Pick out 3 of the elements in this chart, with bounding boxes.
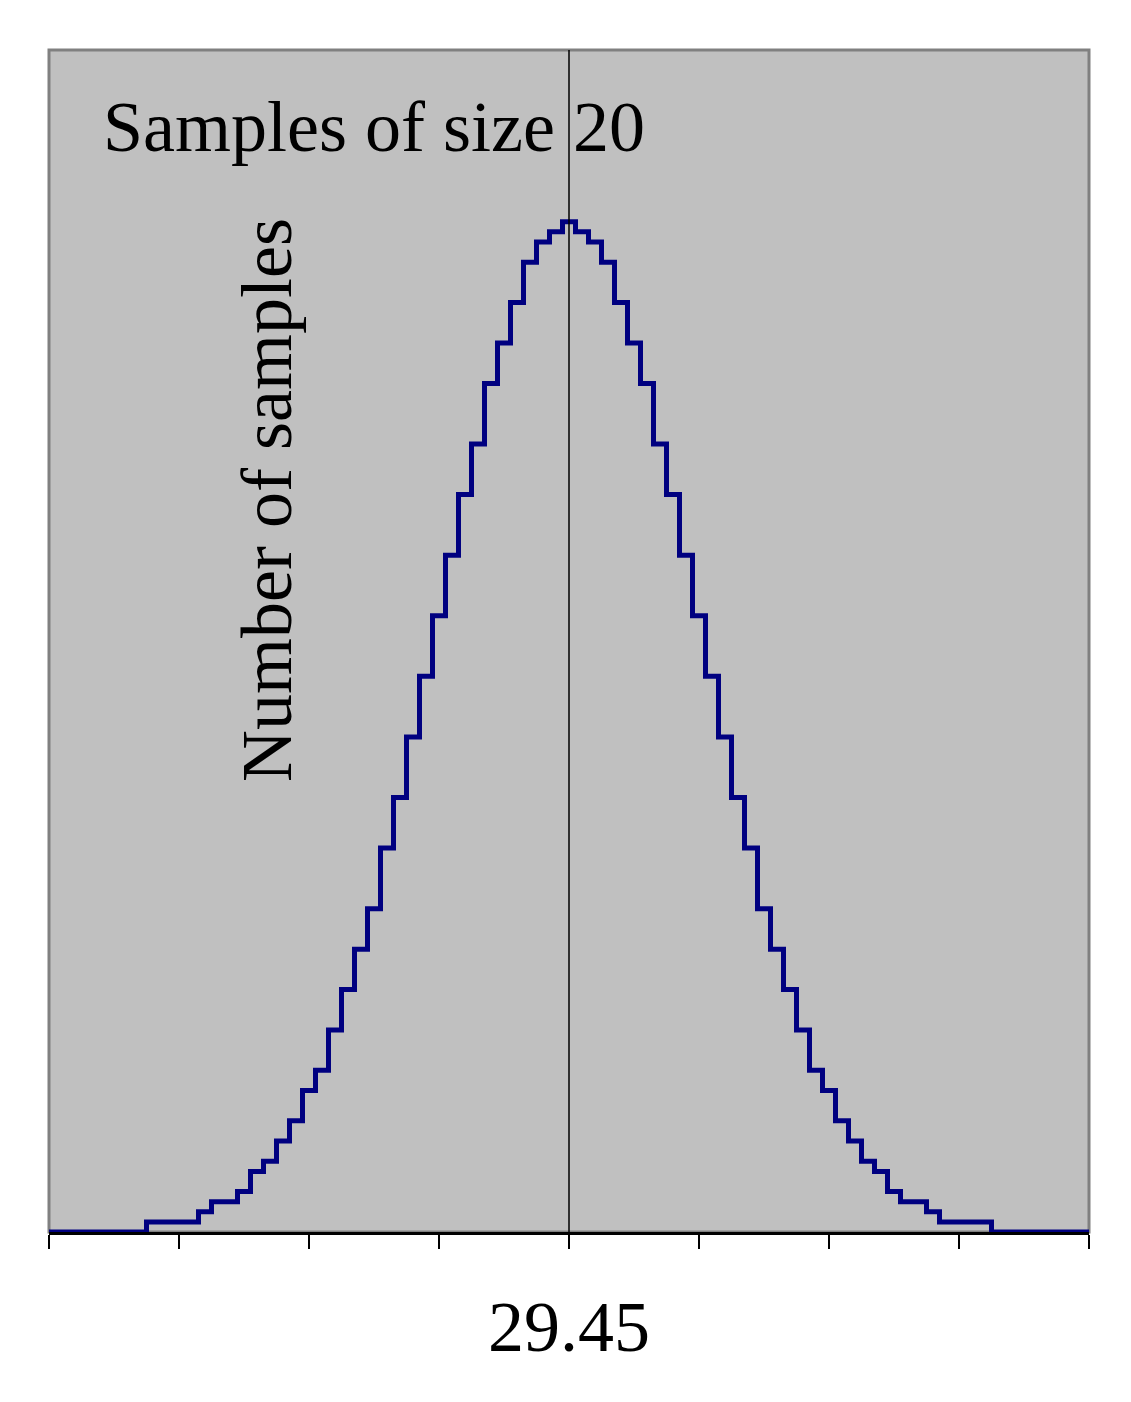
chart-title: Samples of size 20 <box>103 87 645 167</box>
x-axis-title: 29.45 <box>488 1287 650 1367</box>
y-axis-title: Number of samples <box>226 218 307 782</box>
